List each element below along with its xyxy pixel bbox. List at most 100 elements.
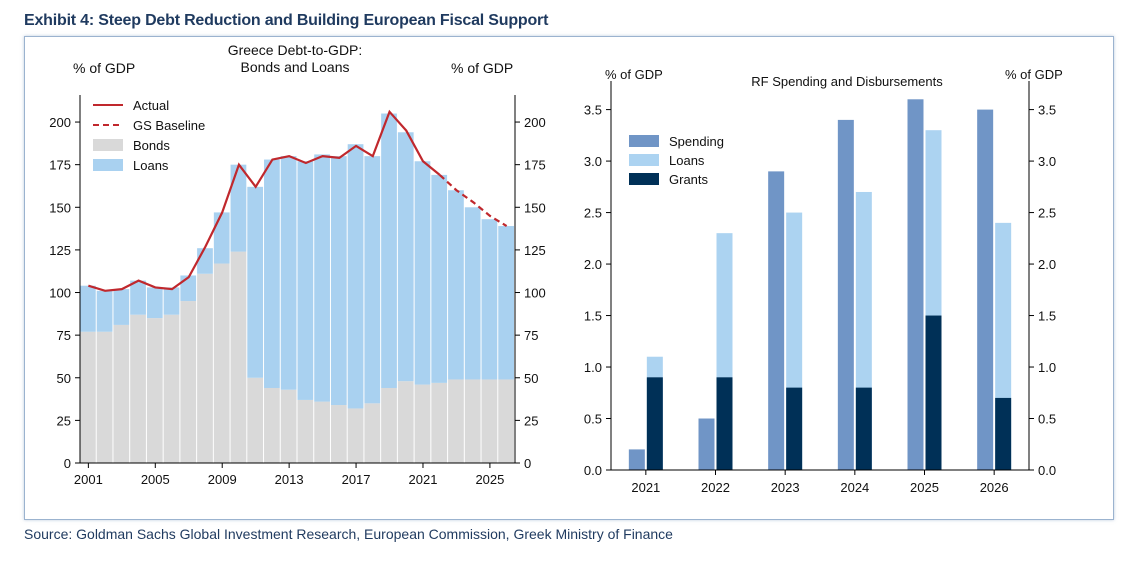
y-tick-label-right: 50 [524,371,538,386]
bar-loans-2004 [130,280,146,315]
bar-spending-2024 [837,119,854,470]
y-tick-label-left: 0.0 [584,463,602,478]
y-tick-label-right: 3.0 [1038,154,1056,169]
x-tick-label: 2021 [409,472,438,487]
bar-grants-2026 [995,397,1012,470]
bar-loans-2020 [397,132,414,382]
bar-bonds-2020 [397,381,414,463]
rf-spending-chart: 2021 2022 2023 2024 2025 2026 0.0 0.0 0.5 0.5 1.0 1… [584,67,1063,495]
y-tick-label-left: 50 [57,371,71,386]
bar-bonds-2011 [247,377,264,463]
legend-swatch-grants [629,173,659,185]
bar-grants-2025 [925,315,942,470]
y-tick-label-right: 1.5 [1038,309,1056,324]
y-tick-label-right: 1.0 [1038,360,1056,375]
bar-bonds-2021 [414,384,431,463]
bar-bonds-2014 [297,399,314,463]
bar-loans-2009 [213,212,230,264]
y-tick-label-left: 100 [49,286,71,301]
legend-label: Loans [669,153,705,168]
legend-label: Grants [669,172,709,187]
bar-bonds-2018 [364,403,381,463]
bar-bonds-2015 [314,401,330,463]
bar-bonds-2004 [130,314,146,463]
bar-bonds-2005 [146,318,163,463]
y-tick-label-right: 2.5 [1038,206,1056,221]
y-tick-label-right: 0 [524,456,531,471]
bar-bonds-2003 [113,324,130,463]
bar-loans-2014 [297,161,314,400]
y-tick-label-left: 75 [57,328,71,343]
chart-title-line2: Bonds and Loans [241,59,350,75]
bar-spending-2022 [698,418,715,470]
legend-swatch-spending [629,135,659,147]
chart-title-line1: Greece Debt-to-GDP: [228,42,363,58]
bar-grants-2021 [646,377,663,470]
y-tick-label-left: 25 [57,413,71,428]
bar-bonds-2024 [464,379,481,463]
bar-bonds-2025 [481,379,498,463]
bar-bonds-2009 [213,263,230,463]
bar-loans-2008 [197,248,213,274]
y-axis-label-right: % of GDP [451,60,513,76]
y-tick-label-left: 2.5 [584,206,602,221]
legend-label: Loans [133,158,169,173]
y-tick-label-right: 0.5 [1038,412,1056,427]
x-tick-label: 2017 [342,472,371,487]
y-tick-label-left: 1.0 [584,360,602,375]
y-tick-label-right: 75 [524,328,538,343]
bar-loans-2016 [330,156,347,406]
bar-loans-2022 [431,174,448,383]
bar-loans-2006 [163,287,180,315]
bar-loans-2021 [414,161,431,385]
y-tick-label-right: 25 [524,413,538,428]
bar-loans-2001 [80,285,96,332]
bar-loans-2012 [264,159,280,388]
legend-label: Actual [133,98,169,113]
x-tick-label: 2005 [141,472,170,487]
legend-swatch-loans [93,159,123,171]
y-tick-label-right: 200 [524,115,546,130]
y-tick-label-right: 175 [524,158,546,173]
y-tick-label-left: 3.5 [584,103,602,118]
bar-bonds-2026 [498,379,514,463]
legend-swatch-loans [629,154,659,166]
y-tick-label-right: 150 [524,200,546,215]
bar-bonds-2006 [163,314,180,463]
bar-loans-2019 [381,113,397,388]
x-tick-label: 2026 [980,480,1009,495]
y-tick-label-right: 2.0 [1038,257,1056,272]
bar-bonds-2008 [197,273,213,463]
bar-loans-2023 [448,190,464,380]
bar-bonds-2002 [96,331,113,463]
bar-loans-2018 [364,156,381,404]
y-axis-label-left: % of GDP [605,67,663,82]
x-tick-label: 2021 [631,480,660,495]
bar-loans-2005 [146,287,163,319]
bar-bonds-2023 [448,379,464,463]
y-tick-label-left: 0 [64,456,71,471]
legend-label: Bonds [133,138,170,153]
legend-label: Spending [669,134,724,149]
bar-loans-2017 [347,144,364,409]
debt-to-gdp-chart: 0 0 25 25 50 50 75 75 100 100 125 125 150 150 175 175 20… [49,42,546,487]
y-axis-label-left: % of GDP [73,60,135,76]
x-tick-label: 2009 [208,472,237,487]
bar-loans-2003 [113,289,130,325]
y-tick-label-left: 1.5 [584,309,602,324]
bar-loans-2011 [247,186,264,378]
bar-bonds-2001 [80,331,96,463]
bar-spending-2023 [768,171,785,471]
y-tick-label-left: 125 [49,243,71,258]
x-tick-label: 2001 [74,472,103,487]
bar-bonds-2016 [330,405,347,463]
y-tick-label-right: 3.5 [1038,103,1056,118]
bar-spending-2021 [628,449,645,470]
bar-loans-2025 [481,219,498,380]
bar-loans-2026 [498,226,514,380]
chart-panel: 0 0 25 25 50 50 75 75 100 100 125 125 150 150 175 175 20… [24,36,1114,520]
bar-loans-2015 [314,154,330,402]
line-gs-baseline [438,174,508,227]
y-tick-label-left: 200 [49,115,71,130]
x-tick-label: 2025 [910,480,939,495]
